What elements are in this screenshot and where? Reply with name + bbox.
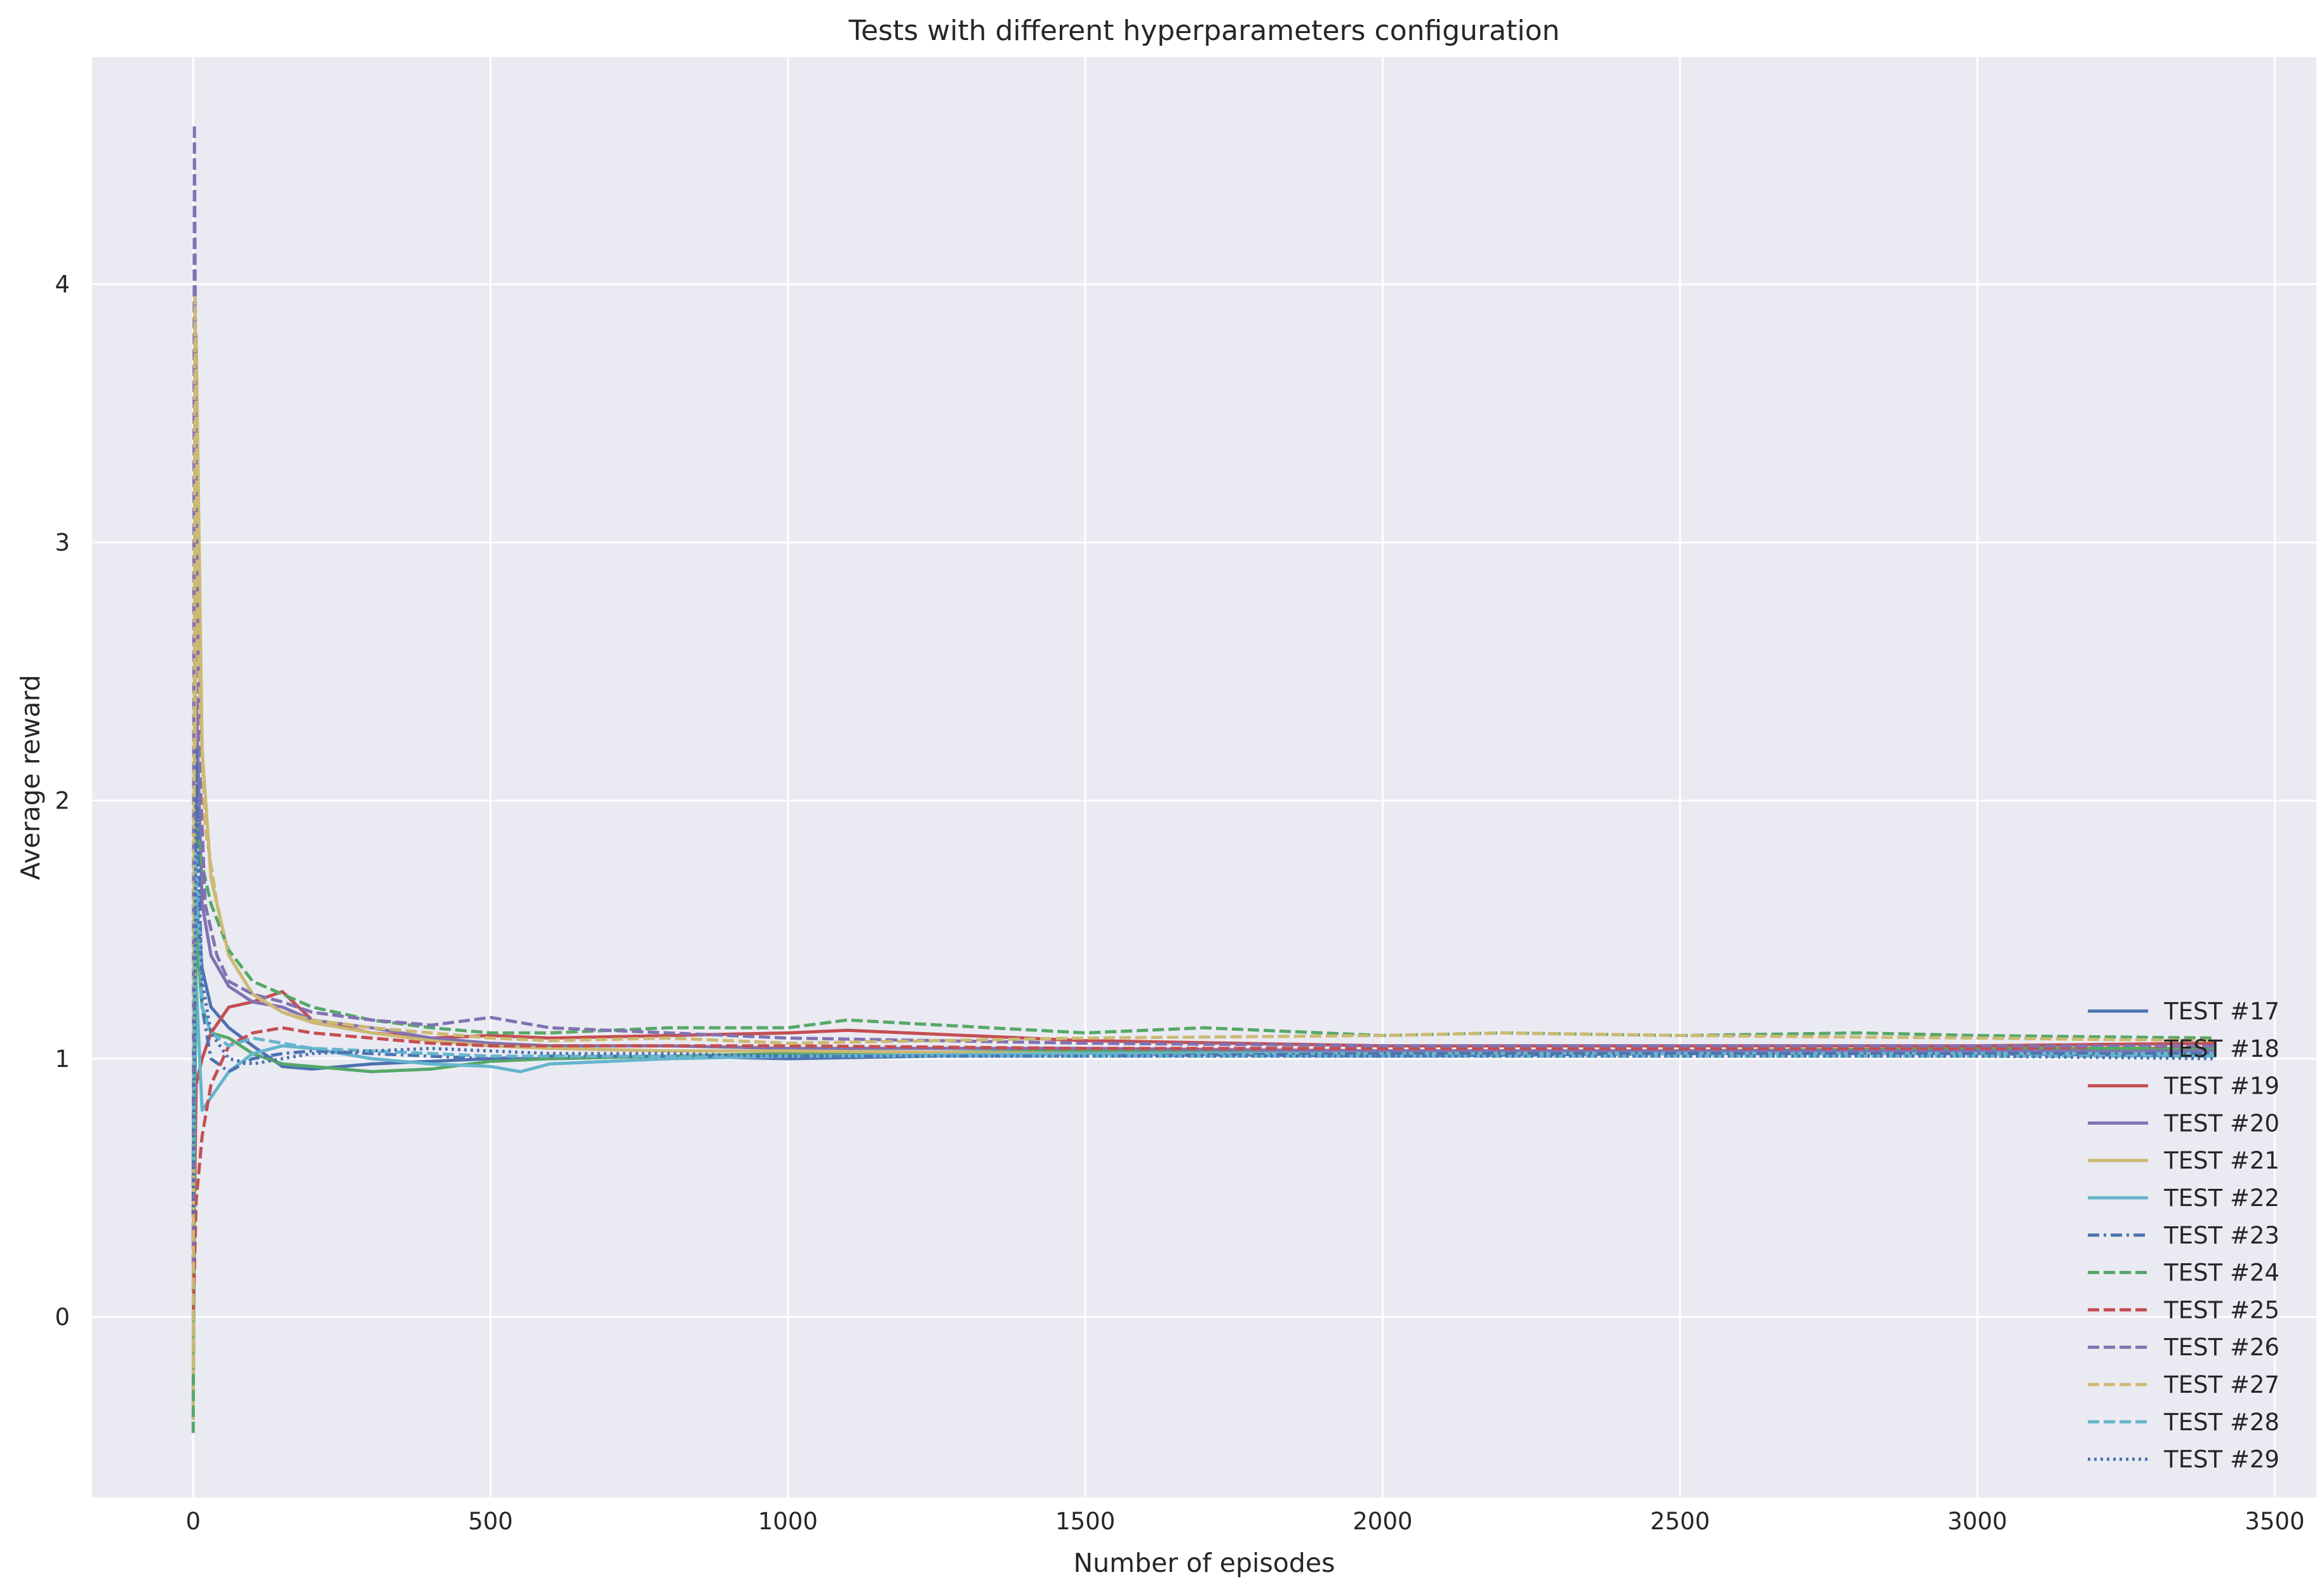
legend-label: TEST #17 bbox=[2163, 998, 2280, 1025]
y-tick-label: 0 bbox=[55, 1303, 70, 1331]
legend-label: TEST #27 bbox=[2163, 1371, 2280, 1398]
series-line-12 bbox=[191, 850, 2215, 1162]
legend-label: TEST #24 bbox=[2163, 1259, 2280, 1287]
legend-label: TEST #22 bbox=[2163, 1184, 2280, 1212]
series-line-4 bbox=[191, 695, 2215, 1188]
x-tick-label: 3500 bbox=[2245, 1508, 2304, 1535]
grid-lines bbox=[92, 57, 2316, 1498]
x-tick-label: 0 bbox=[185, 1508, 201, 1535]
x-tick-label: 2000 bbox=[1352, 1508, 1412, 1535]
series-lines bbox=[191, 123, 2215, 1433]
legend-label: TEST #23 bbox=[2163, 1222, 2280, 1249]
series-line-11 bbox=[191, 295, 2215, 1369]
x-tick-label: 1000 bbox=[758, 1508, 818, 1535]
legend-label: TEST #25 bbox=[2163, 1296, 2280, 1324]
series-line-7 bbox=[191, 747, 2215, 1240]
y-tick-label: 2 bbox=[55, 788, 70, 815]
y-tick-labels: 0 1 2 3 4 bbox=[55, 271, 70, 1331]
y-tick-label: 4 bbox=[55, 271, 70, 298]
series-line-8 bbox=[191, 824, 2215, 1433]
x-tick-label: 3000 bbox=[1947, 1508, 2007, 1535]
y-tick-label: 1 bbox=[55, 1045, 70, 1073]
x-tick-labels: 0 500 1000 1500 2000 2500 3000 3500 bbox=[185, 1508, 2304, 1535]
x-tick-label: 2500 bbox=[1650, 1508, 1710, 1535]
x-tick-label: 500 bbox=[468, 1508, 513, 1535]
y-axis-label: Average reward bbox=[15, 674, 46, 880]
legend-label: TEST #29 bbox=[2163, 1446, 2280, 1473]
x-axis-label: Number of episodes bbox=[1074, 1548, 1335, 1578]
legend: TEST #17 TEST #18 TEST #19 TEST #20 TEST #21… bbox=[2088, 998, 2280, 1473]
legend-label: TEST #20 bbox=[2163, 1110, 2280, 1137]
plot-area bbox=[92, 57, 2316, 1498]
legend-label: TEST #26 bbox=[2163, 1334, 2280, 1361]
y-tick-label: 3 bbox=[55, 529, 70, 556]
legend-label: TEST #19 bbox=[2163, 1073, 2280, 1100]
series-line-9 bbox=[191, 1026, 2215, 1317]
legend-label: TEST #18 bbox=[2163, 1035, 2280, 1063]
legend-label: TEST #21 bbox=[2163, 1147, 2280, 1174]
chart-title: Tests with different hyperparameters con… bbox=[848, 15, 1560, 47]
legend-label: TEST #28 bbox=[2163, 1409, 2280, 1436]
x-tick-label: 1500 bbox=[1055, 1508, 1115, 1535]
series-line-10 bbox=[191, 123, 2215, 1266]
